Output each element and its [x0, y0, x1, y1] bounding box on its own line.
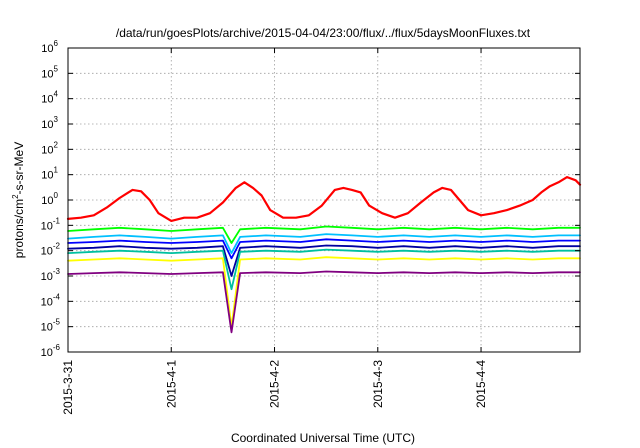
- y-tick-label: 105: [41, 64, 58, 80]
- x-tick-label: 2015-3-31: [61, 360, 75, 415]
- y-tick-label-exponent: -2: [53, 242, 61, 251]
- y-tick-label-exponent: 0: [54, 191, 59, 200]
- y-tick-label-base: 10: [41, 170, 53, 182]
- series-line-2: [67, 225, 581, 244]
- y-tick-label-base: 10: [41, 119, 53, 131]
- y-tick-label-exponent: 3: [54, 115, 59, 124]
- y-tick-label: 100: [41, 191, 58, 207]
- y-tick-label: 106: [41, 39, 58, 55]
- y-tick-label: 103: [41, 115, 58, 131]
- y-tick-label-base: 10: [41, 94, 53, 106]
- y-tick-label-exponent: 6: [54, 39, 59, 48]
- y-tick-label-exponent: 4: [54, 90, 59, 99]
- grid: [68, 48, 580, 352]
- y-tick-label: 10-4: [41, 292, 61, 308]
- series-line-7: [67, 256, 581, 328]
- x-tick-label: 2015-4-2: [268, 360, 282, 408]
- y-tick-label-exponent: -6: [53, 343, 61, 352]
- y-tick-label: 10-3: [41, 267, 61, 283]
- y-tick-label-exponent: -3: [53, 267, 61, 276]
- y-tick-label-base: 10: [41, 144, 53, 156]
- y-tick-label-exponent: 1: [54, 166, 59, 175]
- y-tick-label-exponent: -4: [53, 292, 61, 301]
- y-axis-label-superscript: 2: [11, 194, 20, 199]
- y-tick-label-base: 10: [41, 220, 53, 232]
- y-tick-label: 102: [41, 140, 58, 156]
- series-line-5: [67, 244, 581, 277]
- y-tick-label-exponent: -5: [53, 318, 61, 327]
- x-tick-label: 2015-4-3: [371, 360, 385, 408]
- y-axis-label-text: protons/cm: [12, 199, 26, 258]
- y-tick-label-base: 10: [41, 271, 53, 283]
- y-tick-label-base: 10: [41, 322, 53, 334]
- y-tick-label-base: 10: [41, 296, 53, 308]
- x-axis-label: Coordinated Universal Time (UTC): [231, 431, 415, 445]
- y-tick-label-exponent: -1: [53, 216, 61, 225]
- y-tick-label: 101: [41, 166, 58, 182]
- y-tick-label-base: 10: [41, 43, 53, 55]
- y-tick-label-base: 10: [41, 246, 53, 258]
- series-line-6: [67, 248, 581, 291]
- series-group: [66, 176, 582, 334]
- chart-title: /data/run/goesPlots/archive/2015-04-04/2…: [116, 26, 531, 40]
- series-line-1: [66, 176, 582, 222]
- y-tick-label: 104: [41, 90, 58, 106]
- series-line-3: [67, 233, 581, 255]
- y-tick-label-base: 10: [41, 347, 53, 359]
- x-tick-label: 2015-4-4: [474, 360, 488, 408]
- y-tick-label-exponent: 5: [54, 64, 59, 73]
- x-tick-label: 2015-4-1: [164, 360, 178, 408]
- y-tick-label: 10-2: [41, 242, 61, 258]
- series-line-4: [67, 238, 581, 260]
- y-tick-label-base: 10: [41, 68, 53, 80]
- y-tick-label: 10-1: [41, 216, 61, 232]
- axis-ticks: 10-610-510-410-310-210-11001011021031041…: [41, 39, 580, 415]
- y-tick-label-exponent: 2: [54, 140, 59, 149]
- y-axis-label-units: -s-sr-MeV: [12, 142, 26, 195]
- y-tick-label: 10-5: [41, 318, 61, 334]
- series-line-8: [67, 270, 581, 334]
- y-tick-label: 10-6: [41, 343, 61, 359]
- y-axis-label: protons/cm2-s-sr-MeV: [11, 142, 26, 258]
- y-tick-label-base: 10: [41, 195, 53, 207]
